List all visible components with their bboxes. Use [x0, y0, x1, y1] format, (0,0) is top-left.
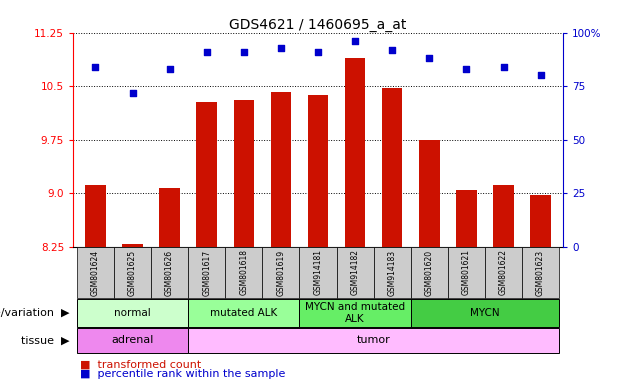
Text: GSM801620: GSM801620 — [425, 249, 434, 296]
Text: GSM801617: GSM801617 — [202, 249, 211, 296]
Text: tissue  ▶: tissue ▶ — [22, 335, 70, 345]
Bar — [122, 244, 142, 247]
Bar — [160, 188, 180, 247]
FancyBboxPatch shape — [77, 328, 188, 353]
Point — [202, 49, 212, 55]
Point — [499, 64, 509, 70]
Text: GSM801621: GSM801621 — [462, 250, 471, 295]
Text: adrenal: adrenal — [111, 335, 154, 345]
FancyBboxPatch shape — [263, 247, 300, 298]
FancyBboxPatch shape — [188, 299, 300, 326]
FancyBboxPatch shape — [114, 247, 151, 298]
FancyBboxPatch shape — [77, 247, 114, 298]
Text: normal: normal — [114, 308, 151, 318]
Bar — [233, 100, 254, 247]
Bar — [85, 184, 106, 247]
Point — [350, 38, 360, 44]
Bar — [382, 88, 403, 247]
Bar — [197, 102, 217, 247]
Text: MYCN and mutated
ALK: MYCN and mutated ALK — [305, 302, 405, 324]
Point — [461, 66, 471, 72]
FancyBboxPatch shape — [300, 299, 411, 326]
FancyBboxPatch shape — [151, 247, 188, 298]
Point — [238, 49, 249, 55]
Point — [424, 55, 434, 61]
Point — [90, 64, 100, 70]
Bar — [308, 95, 328, 247]
Text: GSM801624: GSM801624 — [91, 249, 100, 296]
Bar — [419, 140, 439, 247]
Text: genotype/variation  ▶: genotype/variation ▶ — [0, 308, 70, 318]
Text: MYCN: MYCN — [470, 308, 500, 318]
Point — [536, 72, 546, 78]
FancyBboxPatch shape — [448, 247, 485, 298]
FancyBboxPatch shape — [225, 247, 263, 298]
Text: GSM914181: GSM914181 — [314, 250, 322, 295]
Text: GSM914182: GSM914182 — [350, 250, 359, 295]
Point — [127, 89, 137, 96]
Text: mutated ALK: mutated ALK — [210, 308, 277, 318]
FancyBboxPatch shape — [522, 247, 559, 298]
Text: GSM801626: GSM801626 — [165, 249, 174, 296]
Text: GSM801622: GSM801622 — [499, 250, 508, 295]
Point — [165, 66, 175, 72]
FancyBboxPatch shape — [188, 247, 225, 298]
FancyBboxPatch shape — [336, 247, 374, 298]
Bar — [530, 195, 551, 247]
FancyBboxPatch shape — [300, 247, 336, 298]
Text: GSM914183: GSM914183 — [388, 249, 397, 296]
Text: ■  transformed count: ■ transformed count — [80, 360, 201, 370]
Point — [313, 49, 323, 55]
Title: GDS4621 / 1460695_a_at: GDS4621 / 1460695_a_at — [230, 18, 406, 31]
Text: GSM801618: GSM801618 — [239, 250, 248, 295]
Text: GSM801625: GSM801625 — [128, 249, 137, 296]
FancyBboxPatch shape — [411, 299, 559, 326]
Bar — [345, 58, 365, 247]
Point — [387, 47, 398, 53]
FancyBboxPatch shape — [374, 247, 411, 298]
Point — [276, 45, 286, 51]
Bar — [456, 190, 476, 247]
Bar — [271, 92, 291, 247]
FancyBboxPatch shape — [188, 328, 559, 353]
FancyBboxPatch shape — [411, 247, 448, 298]
Text: GSM801619: GSM801619 — [277, 249, 286, 296]
FancyBboxPatch shape — [485, 247, 522, 298]
Text: ■  percentile rank within the sample: ■ percentile rank within the sample — [80, 369, 285, 379]
Text: tumor: tumor — [357, 335, 391, 345]
Text: GSM801623: GSM801623 — [536, 249, 545, 296]
Bar — [494, 184, 514, 247]
FancyBboxPatch shape — [77, 299, 188, 326]
